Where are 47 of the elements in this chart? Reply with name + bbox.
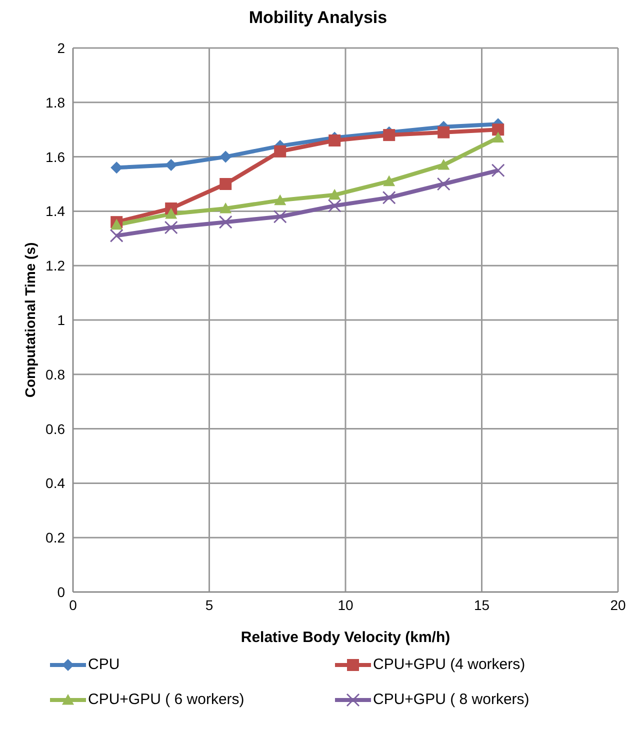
legend-label: CPU+GPU (4 workers)	[373, 656, 526, 673]
x-axis-title: Relative Body Velocity (km/h)	[240, 629, 450, 646]
point	[110, 228, 124, 242]
y-tick-label: 0.2	[46, 530, 66, 546]
point	[220, 150, 232, 163]
y-tick-label: 1	[57, 312, 66, 328]
x-tick-label: 5	[205, 596, 214, 613]
y-tick-label: 1.4	[46, 203, 66, 220]
y-tick-label: 0.4	[46, 475, 66, 492]
point	[438, 126, 450, 138]
x-tick-label: 0	[69, 596, 78, 613]
point	[382, 190, 396, 204]
point	[438, 158, 450, 170]
y-tick-label: 2	[57, 40, 66, 56]
point	[220, 178, 232, 190]
point	[383, 175, 396, 186]
point	[164, 220, 178, 234]
point	[491, 164, 505, 178]
point	[328, 188, 341, 200]
point	[328, 134, 341, 146]
x-tick-label: 15	[474, 596, 490, 613]
y-tick-label: 0	[57, 584, 66, 600]
y-tick-label: 1.2	[46, 258, 66, 274]
legend-label: CPU	[88, 656, 120, 673]
point	[274, 145, 286, 158]
point	[220, 202, 232, 214]
legend-label: CPU+GPU ( 6 workers)	[88, 691, 244, 708]
x-tick-label: 20	[610, 596, 626, 613]
point	[110, 218, 123, 230]
y-tick-label: 0.6	[46, 420, 66, 437]
point	[273, 210, 287, 224]
legend-label: CPU+GPU ( 8 workers)	[373, 691, 530, 708]
point	[436, 177, 450, 191]
point	[165, 158, 178, 171]
chart-title: Mobility Analysis	[248, 8, 388, 28]
y-tick-label: 1.8	[46, 94, 66, 110]
point	[165, 208, 178, 219]
point	[383, 129, 396, 142]
point	[492, 124, 504, 136]
point	[218, 215, 232, 229]
y-tick-label: 1.6	[46, 148, 66, 165]
x-tick-label: 10	[338, 596, 354, 613]
point	[492, 132, 504, 143]
y-axis-title: Computational Time (s)	[22, 242, 38, 398]
point	[274, 194, 286, 206]
point	[328, 199, 342, 213]
y-tick-label: 0.8	[46, 366, 66, 382]
